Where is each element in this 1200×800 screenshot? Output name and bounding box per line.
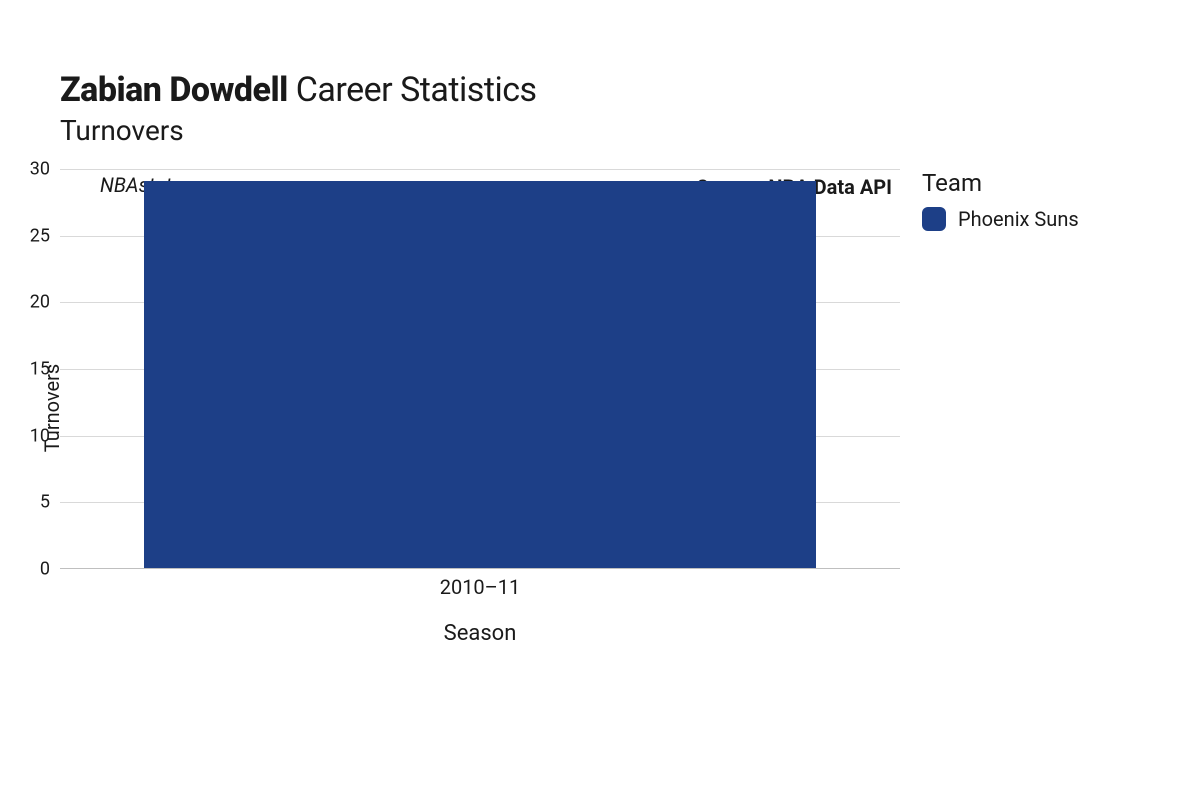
x-axis-label: Season [60, 621, 900, 646]
plot-area: NBAstats.pro Source: NBA Data API 051015… [60, 169, 900, 569]
legend-items: Phoenix Suns [922, 207, 1079, 231]
title-player-name: Zabian Dowdell [60, 70, 288, 110]
legend-title: Team [922, 169, 1079, 197]
x-tick-row: 2010–11 [60, 569, 900, 599]
y-tick-label: 5 [40, 492, 50, 513]
y-tick-label: 30 [30, 159, 50, 180]
chart-body: Turnovers NBAstats.pro Source: NBA Data … [60, 169, 1140, 646]
gridline [60, 169, 900, 170]
y-tick-label: 15 [30, 359, 50, 380]
legend: Team Phoenix Suns [922, 169, 1079, 237]
chart-title: Zabian Dowdell Career Statistics [60, 70, 1140, 110]
legend-swatch [922, 207, 946, 231]
y-tick-label: 20 [30, 292, 50, 313]
y-tick-label: 10 [30, 425, 50, 446]
y-tick-label: 0 [40, 559, 50, 580]
x-tick-label: 2010–11 [440, 575, 521, 599]
chart-container: Zabian Dowdell Career Statistics Turnove… [0, 0, 1200, 800]
y-tick-label: 25 [30, 225, 50, 246]
bar [144, 181, 816, 568]
legend-item: Phoenix Suns [922, 207, 1079, 231]
title-suffix: Career Statistics [288, 70, 537, 110]
plot-column: Turnovers NBAstats.pro Source: NBA Data … [60, 169, 900, 646]
legend-item-label: Phoenix Suns [958, 207, 1079, 231]
chart-subtitle: Turnovers [60, 114, 1140, 147]
